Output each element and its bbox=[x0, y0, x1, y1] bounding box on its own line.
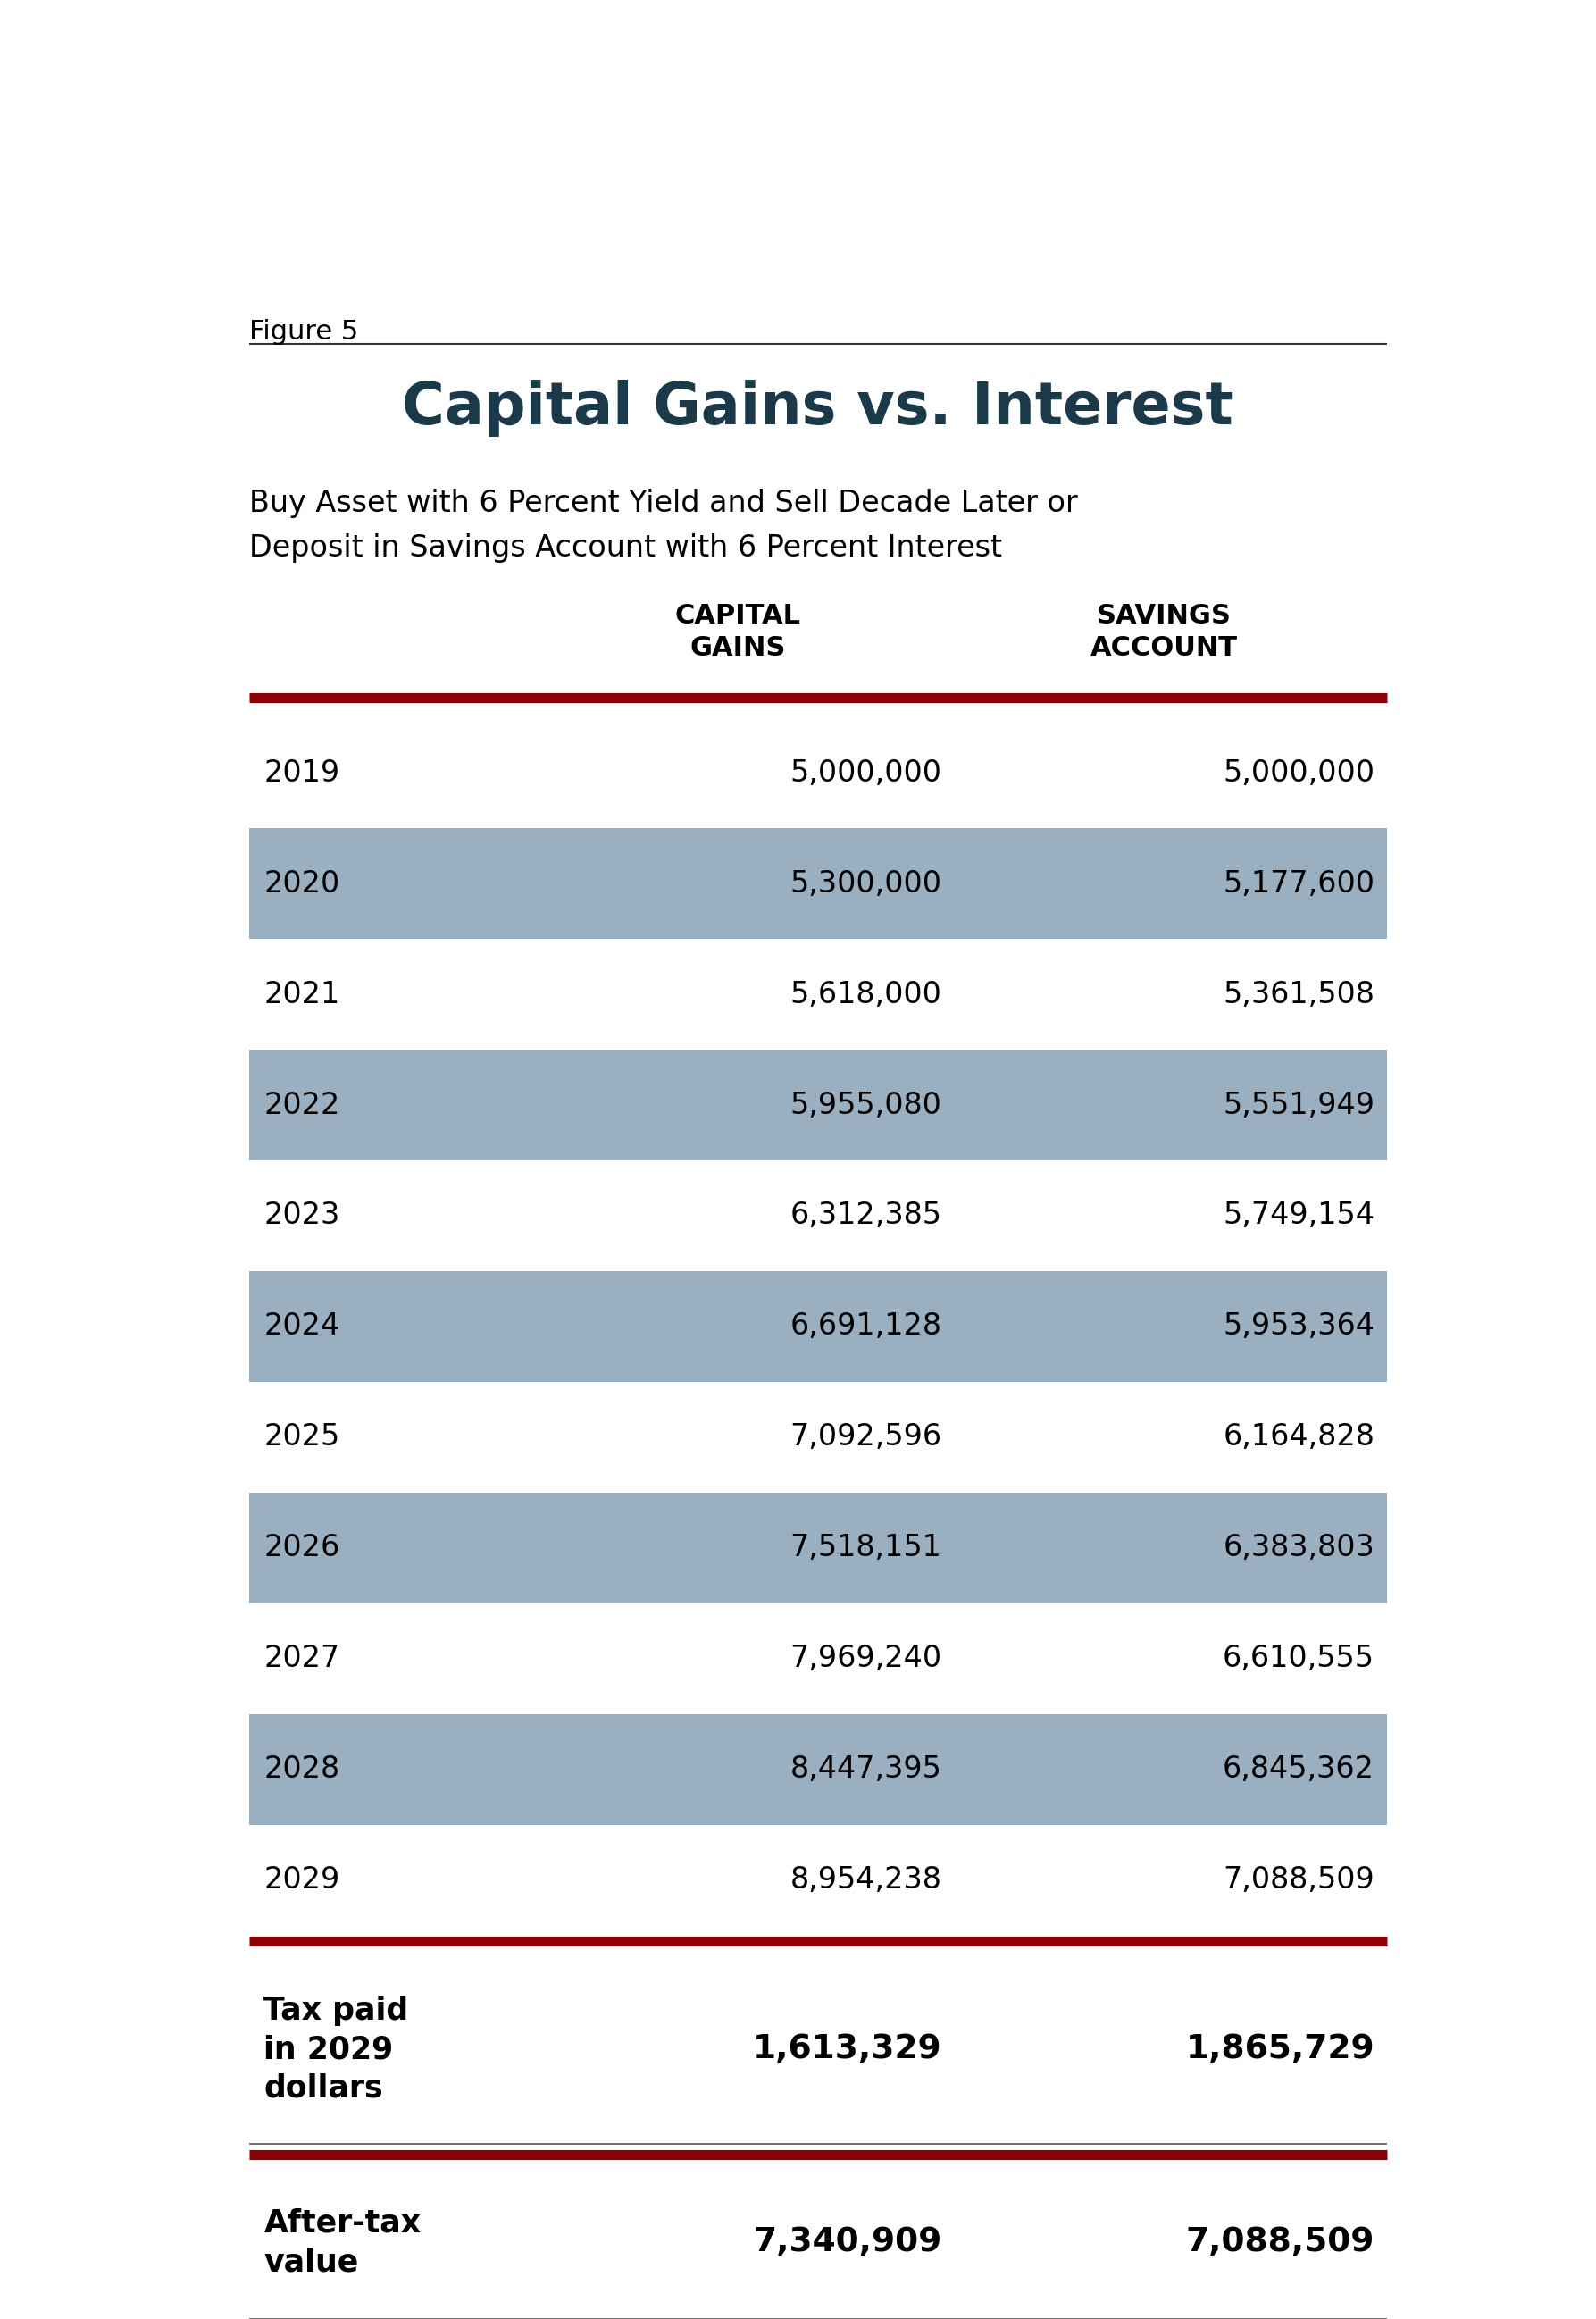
Text: 2024: 2024 bbox=[263, 1313, 340, 1340]
Text: 7,092,596: 7,092,596 bbox=[790, 1422, 942, 1452]
Bar bbox=[249, 1271, 1387, 1382]
Text: 6,383,803: 6,383,803 bbox=[1223, 1533, 1374, 1563]
Text: 2028: 2028 bbox=[263, 1755, 340, 1783]
Text: 2026: 2026 bbox=[263, 1533, 340, 1563]
Text: 7,088,509: 7,088,509 bbox=[1186, 2226, 1374, 2259]
Text: After-tax
value: After-tax value bbox=[263, 2208, 421, 2277]
Text: 6,845,362: 6,845,362 bbox=[1223, 1755, 1374, 1783]
Text: 7,340,909: 7,340,909 bbox=[753, 2226, 942, 2259]
Text: 6,691,128: 6,691,128 bbox=[790, 1313, 942, 1340]
Bar bbox=[249, 1493, 1387, 1602]
Text: 8,447,395: 8,447,395 bbox=[790, 1755, 942, 1783]
Text: 5,618,000: 5,618,000 bbox=[790, 979, 942, 1009]
Text: 5,177,600: 5,177,600 bbox=[1223, 870, 1374, 897]
Text: 2019: 2019 bbox=[263, 758, 340, 788]
Text: 6,610,555: 6,610,555 bbox=[1223, 1644, 1374, 1674]
Text: 7,969,240: 7,969,240 bbox=[790, 1644, 942, 1674]
Text: 5,749,154: 5,749,154 bbox=[1223, 1201, 1374, 1231]
Text: CAPITAL
GAINS: CAPITAL GAINS bbox=[675, 603, 801, 661]
Text: 5,300,000: 5,300,000 bbox=[790, 870, 942, 897]
Text: 6,312,385: 6,312,385 bbox=[790, 1201, 942, 1231]
Text: 1,865,729: 1,865,729 bbox=[1186, 2034, 1374, 2066]
Text: Deposit in Savings Account with 6 Percent Interest: Deposit in Savings Account with 6 Percen… bbox=[249, 533, 1002, 564]
Text: 5,953,364: 5,953,364 bbox=[1223, 1313, 1374, 1340]
Text: 2023: 2023 bbox=[263, 1201, 340, 1231]
Bar bbox=[249, 828, 1387, 939]
Text: 2022: 2022 bbox=[263, 1090, 340, 1120]
Text: 7,518,151: 7,518,151 bbox=[790, 1533, 942, 1563]
Text: 5,000,000: 5,000,000 bbox=[790, 758, 942, 788]
Text: 2021: 2021 bbox=[263, 979, 340, 1009]
Text: 2025: 2025 bbox=[263, 1422, 340, 1452]
Text: 7,088,509: 7,088,509 bbox=[1223, 1864, 1374, 1895]
Text: 2029: 2029 bbox=[263, 1864, 340, 1895]
Text: Figure 5: Figure 5 bbox=[249, 320, 358, 346]
Text: 5,955,080: 5,955,080 bbox=[790, 1090, 942, 1120]
Text: 5,551,949: 5,551,949 bbox=[1223, 1090, 1374, 1120]
Text: 6,164,828: 6,164,828 bbox=[1223, 1422, 1374, 1452]
Text: 1,613,329: 1,613,329 bbox=[753, 2034, 942, 2066]
Text: 5,361,508: 5,361,508 bbox=[1223, 979, 1374, 1009]
Text: 8,954,238: 8,954,238 bbox=[790, 1864, 942, 1895]
Text: 5,000,000: 5,000,000 bbox=[1223, 758, 1374, 788]
Text: Buy Asset with 6 Percent Yield and Sell Decade Later or: Buy Asset with 6 Percent Yield and Sell … bbox=[249, 489, 1077, 519]
Bar bbox=[249, 1714, 1387, 1825]
Text: 2020: 2020 bbox=[263, 870, 340, 897]
Text: Capital Gains vs. Interest: Capital Gains vs. Interest bbox=[402, 380, 1234, 438]
Bar bbox=[249, 1051, 1387, 1160]
Text: SAVINGS
ACCOUNT: SAVINGS ACCOUNT bbox=[1090, 603, 1238, 661]
Text: 2027: 2027 bbox=[263, 1644, 340, 1674]
Text: Tax paid
in 2029
dollars: Tax paid in 2029 dollars bbox=[263, 1997, 409, 2103]
